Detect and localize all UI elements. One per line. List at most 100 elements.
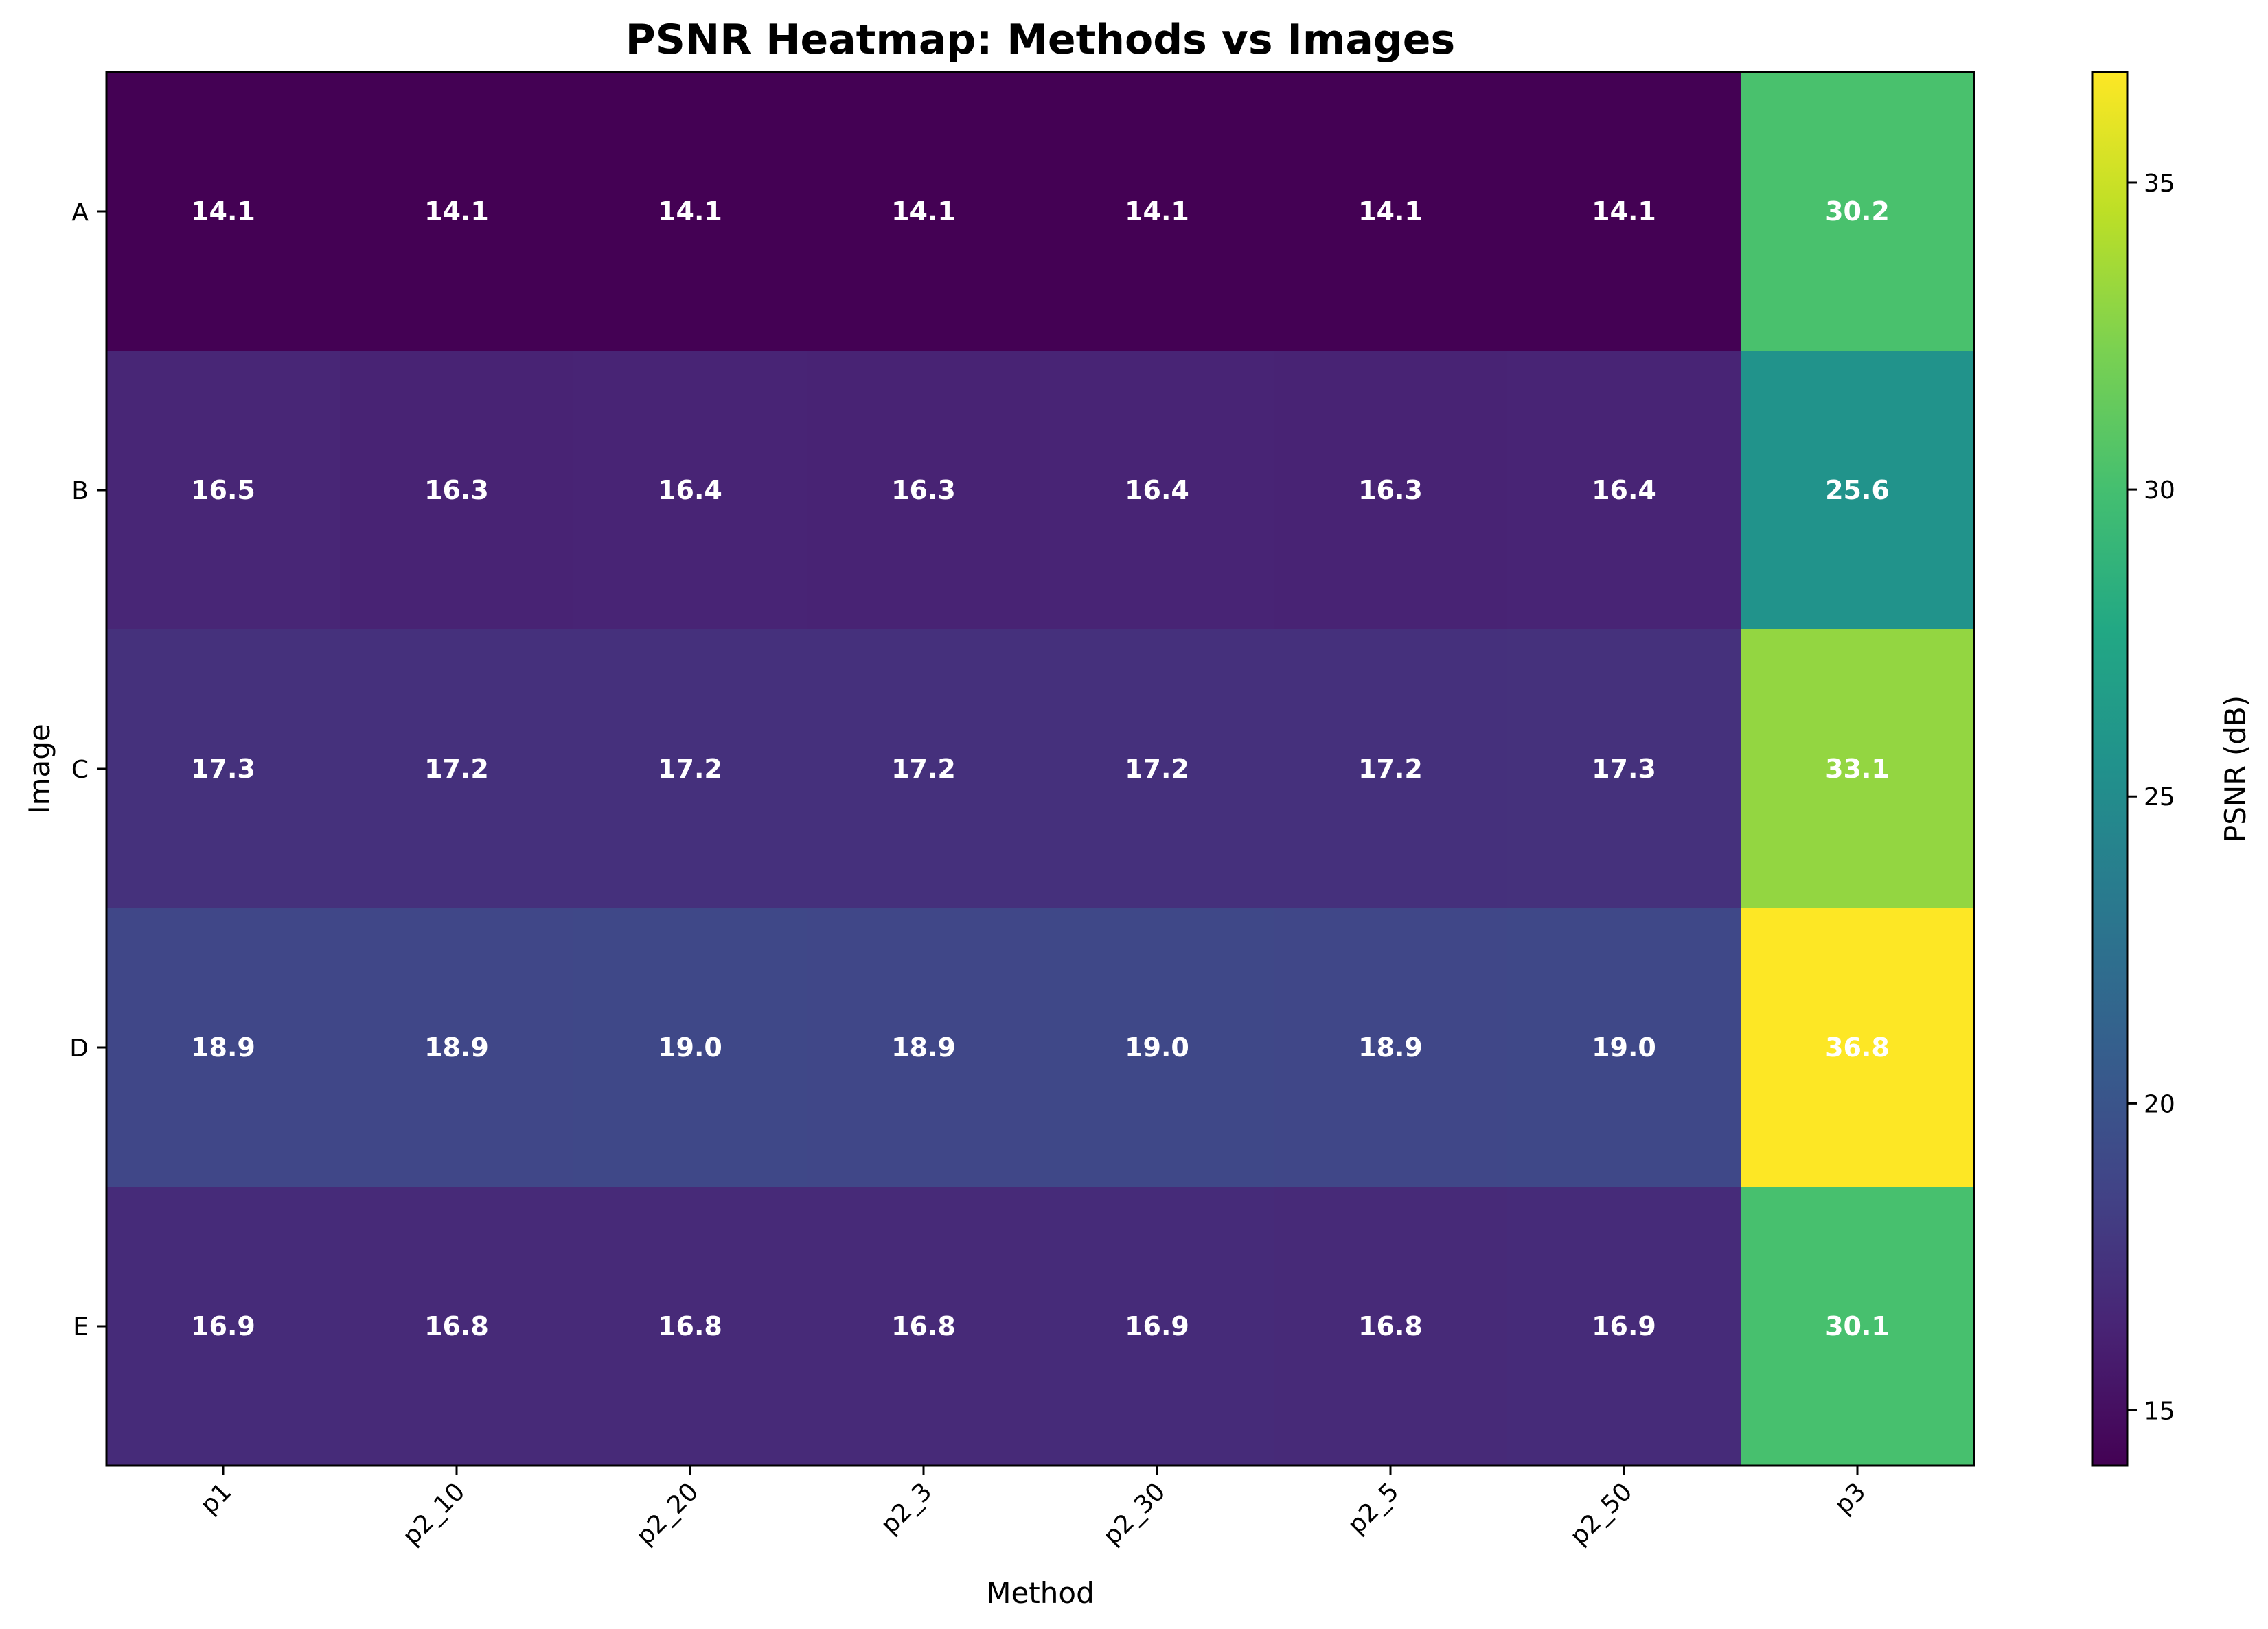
heatmap-cell xyxy=(573,908,807,1188)
cell-value-label: 16.4 xyxy=(658,475,722,505)
heatmap-cell xyxy=(573,72,807,351)
heatmap-cell xyxy=(1507,72,1741,351)
heatmap-cell xyxy=(1274,72,1508,351)
heatmap-cell xyxy=(1040,1187,1274,1466)
cell-value-label: 14.1 xyxy=(658,196,722,227)
cell-value-label: 17.2 xyxy=(658,754,722,784)
cell-value-label: 30.2 xyxy=(1825,196,1890,227)
cell-value-label: 25.6 xyxy=(1825,475,1890,505)
cell-value-label: 17.2 xyxy=(891,754,956,784)
cell-value-label: 14.1 xyxy=(191,196,255,227)
cell-value-label: 16.8 xyxy=(891,1311,956,1341)
cell-value-label: 16.8 xyxy=(1358,1311,1423,1341)
heatmap-cell xyxy=(807,629,1041,909)
cell-value-label: 30.1 xyxy=(1825,1311,1890,1341)
cell-value-label: 16.4 xyxy=(1592,475,1656,505)
x-axis-ticks: p1 p2_10 p2_20 p2_3 p2_30 p2_5 p2_50 p3 xyxy=(195,1466,1871,1551)
heatmap-cell xyxy=(807,72,1041,351)
cell-value-label: 16.9 xyxy=(191,1311,255,1341)
cell-value-label: 18.9 xyxy=(424,1032,489,1063)
heatmap-cell xyxy=(1741,1187,1975,1466)
cell-value-label: 16.3 xyxy=(1358,475,1423,505)
y-tick-label: C xyxy=(71,756,89,784)
cell-value-label: 17.3 xyxy=(1592,754,1656,784)
cell-value-label: 18.9 xyxy=(891,1032,956,1063)
heatmap-cell xyxy=(1274,908,1508,1188)
colorbar-tick-label: 15 xyxy=(2144,1398,2175,1426)
x-tick-label: p3 xyxy=(1829,1477,1871,1519)
heatmap-cell xyxy=(1507,629,1741,909)
colorbar-tick-label: 30 xyxy=(2144,476,2175,505)
x-tick-label: p2_10 xyxy=(398,1477,470,1550)
cell-value-label: 19.0 xyxy=(1125,1032,1189,1063)
colorbar-ticks: 15 20 25 30 35 xyxy=(2127,170,2175,1426)
cell-value-label: 14.1 xyxy=(1125,196,1189,227)
heatmap-cell xyxy=(807,1187,1041,1466)
heatmap-cell xyxy=(340,351,574,630)
chart-title: PSNR Heatmap: Methods vs Images xyxy=(626,16,1455,64)
x-tick-label: p2_3 xyxy=(875,1477,937,1539)
x-tick-label: p2_30 xyxy=(1098,1477,1171,1550)
heatmap-cell xyxy=(340,908,574,1188)
heatmap-cell xyxy=(340,629,574,909)
heatmap-cell xyxy=(573,629,807,909)
cell-value-label: 16.9 xyxy=(1125,1311,1189,1341)
heatmap-cell xyxy=(807,351,1041,630)
heatmap-cell xyxy=(1741,629,1975,909)
colorbar-tick-label: 25 xyxy=(2144,783,2175,811)
y-tick-label: D xyxy=(69,1035,89,1063)
y-axis-ticks: A B C D E xyxy=(69,198,106,1341)
heatmap-cell xyxy=(573,351,807,630)
heatmap-cell xyxy=(106,351,341,630)
colorbar xyxy=(2091,71,2129,1467)
heatmap-cell xyxy=(1274,1187,1508,1466)
cell-value-label: 14.1 xyxy=(1358,196,1423,227)
y-tick-label: E xyxy=(73,1313,89,1341)
cell-value-label: 16.3 xyxy=(424,475,489,505)
cell-value-label: 18.9 xyxy=(191,1032,255,1063)
heatmap-cell xyxy=(1040,629,1274,909)
cell-value-label: 16.8 xyxy=(658,1311,722,1341)
heatmap-cell xyxy=(1507,908,1741,1188)
y-axis-label: Image xyxy=(23,724,56,814)
heatmap-cell xyxy=(1741,908,1975,1188)
x-tick-label: p2_20 xyxy=(631,1477,704,1550)
x-tick-label: p1 xyxy=(195,1477,237,1519)
cell-value-labels: 14.1 14.1 14.1 14.1 14.1 14.1 14.1 30.2 16.5 16.3… xyxy=(191,196,1890,1341)
cell-value-label: 16.8 xyxy=(424,1311,489,1341)
heatmap-cell xyxy=(1507,1187,1741,1466)
heatmap-cell xyxy=(340,1187,574,1466)
heatmap-cell xyxy=(807,908,1041,1188)
cell-value-label: 16.3 xyxy=(891,475,956,505)
x-axis-label: Method xyxy=(986,1576,1095,1610)
cell-value-label: 14.1 xyxy=(424,196,489,227)
cell-value-label: 16.4 xyxy=(1125,475,1189,505)
cell-value-label: 14.1 xyxy=(891,196,956,227)
cell-value-label: 18.9 xyxy=(1358,1032,1423,1063)
heatmap-cell xyxy=(1274,351,1508,630)
heatmap-cell xyxy=(106,72,341,351)
cell-value-label: 14.1 xyxy=(1592,196,1656,227)
cell-value-label: 36.8 xyxy=(1825,1032,1890,1063)
heatmap-cell xyxy=(1507,351,1741,630)
heatmap-cell xyxy=(1274,629,1508,909)
heatmap-cells xyxy=(106,72,1975,1466)
x-tick-label: p2_50 xyxy=(1565,1477,1638,1550)
colorbar-tick-label: 35 xyxy=(2144,170,2175,198)
heatmap-cell xyxy=(106,629,341,909)
cell-value-label: 33.1 xyxy=(1825,754,1890,784)
heatmap-cell xyxy=(340,72,574,351)
cell-value-label: 17.2 xyxy=(1358,754,1423,784)
cell-value-label: 17.2 xyxy=(1125,754,1189,784)
heatmap-cell xyxy=(106,908,341,1188)
cell-value-label: 17.2 xyxy=(424,754,489,784)
colorbar-label: PSNR (dB) xyxy=(2219,695,2252,842)
heatmap-cell xyxy=(1741,72,1975,351)
heatmap-cell xyxy=(1741,351,1975,630)
heatmap-cell xyxy=(1040,908,1274,1188)
cell-value-label: 17.3 xyxy=(191,754,255,784)
cell-value-label: 19.0 xyxy=(1592,1032,1656,1063)
heatmap-cell xyxy=(1040,351,1274,630)
heatmap-cell xyxy=(1040,72,1274,351)
